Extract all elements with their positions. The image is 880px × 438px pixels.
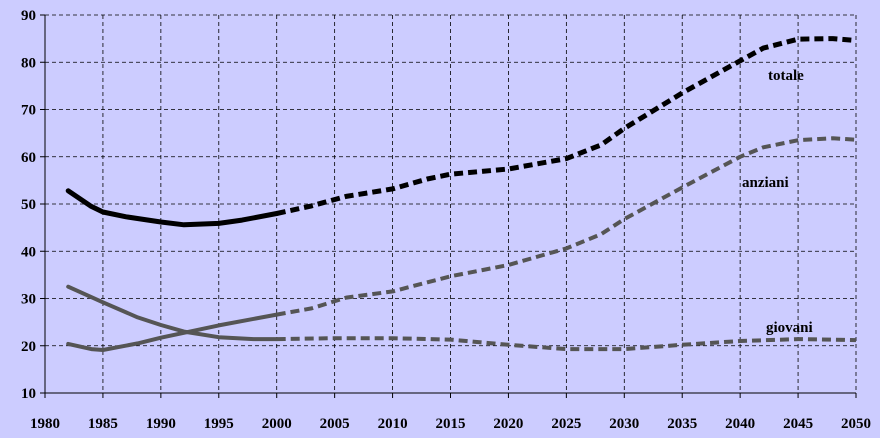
x-tick-label: 1990 (146, 416, 176, 432)
x-tick-label: 2035 (667, 416, 697, 432)
x-tick-label: 2020 (493, 416, 523, 432)
x-tick-label: 1995 (204, 416, 234, 432)
x-tick-label: 2015 (436, 416, 466, 432)
grid (45, 14, 857, 393)
series-line-giovani-historical (66, 284, 279, 342)
series-labels: totale anziani giovani (742, 68, 813, 336)
series-line-totale-projection (276, 36, 857, 216)
series-lines (65, 36, 857, 352)
x-tick-label: 2025 (551, 416, 581, 432)
series-line-anziani-projection (276, 136, 857, 317)
series-line-giovani-projection (276, 336, 857, 352)
x-tick-label: 1985 (88, 416, 118, 432)
y-tick-label: 40 (21, 244, 36, 260)
axes (40, 14, 857, 398)
y-tick-label: 10 (21, 386, 36, 402)
y-tick-label: 90 (21, 8, 36, 24)
y-tick-label: 80 (21, 55, 36, 71)
x-tick-label: 2005 (320, 416, 350, 432)
x-tick-label: 2040 (725, 416, 755, 432)
x-tick-label: 2010 (378, 416, 408, 432)
x-tick-labels: 1980 1985 1990 1995 2000 2005 2010 2015 2020 2025… (30, 416, 871, 432)
series-line-anziani-historical (66, 312, 279, 352)
series-label-anziani: anziani (742, 175, 789, 191)
y-tick-label: 30 (21, 292, 36, 308)
x-tick-label: 2000 (262, 416, 292, 432)
x-tick-label: 2050 (841, 416, 871, 432)
x-tick-label: 2045 (783, 416, 813, 432)
x-tick-label: 1980 (30, 416, 60, 432)
y-tick-label: 50 (21, 197, 36, 213)
x-tick-label: 2030 (609, 416, 639, 432)
y-tick-label: 60 (21, 150, 36, 166)
y-tick-labels: 10 20 30 40 50 60 70 80 90 (21, 8, 36, 402)
y-tick-label: 20 (21, 339, 36, 355)
series-label-giovani: giovani (766, 320, 813, 336)
series-line-totale-historical (65, 188, 280, 228)
series-label-totale: totale (768, 68, 804, 84)
y-tick-label: 70 (21, 103, 36, 119)
